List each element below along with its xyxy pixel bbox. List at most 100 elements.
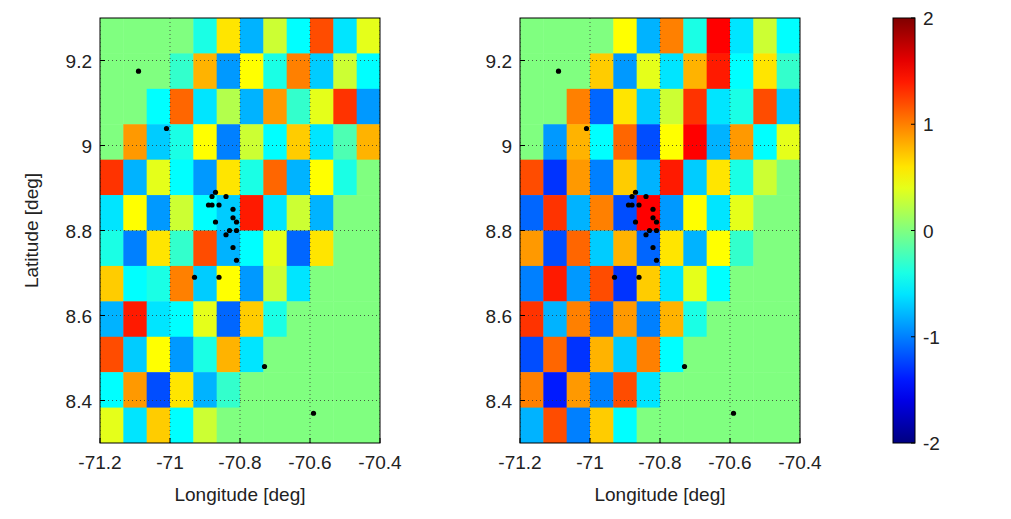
heat-cell: [613, 89, 637, 125]
tick-mark: [100, 145, 105, 146]
heat-cell: [730, 372, 754, 408]
tick-mark: [911, 124, 915, 125]
tick-mark: [520, 145, 525, 146]
heat-cell: [660, 160, 684, 196]
heat-cell: [730, 337, 754, 373]
heat-cell: [333, 408, 357, 443]
tick-mark: [100, 315, 105, 316]
heat-cell: [730, 408, 754, 443]
axis-title: Latitude [deg]: [21, 173, 42, 288]
heat-cell: [357, 124, 380, 160]
heat-cell: [357, 160, 380, 196]
heat-cell: [590, 160, 614, 196]
heat-cell: [193, 372, 217, 408]
heat-cell: [543, 18, 567, 54]
grid-line: [520, 145, 800, 146]
heat-cell: [100, 53, 124, 89]
tick-mark: [520, 438, 521, 443]
station-point: [209, 194, 214, 199]
heat-cell: [193, 89, 217, 125]
heat-cell: [730, 53, 754, 89]
heat-cell: [567, 160, 591, 196]
heat-cell: [240, 18, 264, 54]
heat-cell: [520, 18, 544, 54]
heat-cell: [287, 89, 311, 125]
grid-line: [100, 145, 380, 146]
grid-line: [520, 60, 800, 61]
heat-cell: [683, 160, 707, 196]
heat-cell: [287, 124, 311, 160]
heat-cell: [520, 124, 544, 160]
heat-cell: [730, 266, 754, 302]
heat-cell: [777, 18, 800, 54]
heat-cell: [543, 124, 567, 160]
heat-cell: [357, 231, 380, 267]
plot-frame: [100, 18, 380, 443]
tick-label: 2: [923, 8, 934, 29]
heat-cell: [310, 408, 334, 443]
heat-cell: [310, 124, 334, 160]
heat-cell: [543, 372, 567, 408]
heat-cell: [240, 266, 264, 302]
heat-cell: [310, 372, 334, 408]
tick-mark: [310, 438, 311, 443]
heat-cell: [707, 301, 731, 337]
heat-cell: [217, 160, 241, 196]
heat-cell: [240, 408, 264, 443]
heat-cell: [543, 408, 567, 443]
heat-cell: [217, 231, 241, 267]
heat-cell: [287, 195, 311, 231]
grid-line: [520, 315, 800, 316]
heat-cell: [310, 160, 334, 196]
tick-label: 8.4: [66, 391, 93, 412]
heat-cell: [170, 266, 194, 302]
heat-cell: [543, 337, 567, 373]
heat-cell: [543, 266, 567, 302]
station-point: [650, 215, 655, 220]
heat-cell: [613, 301, 637, 337]
tick-mark: [800, 438, 801, 443]
heat-cell: [333, 337, 357, 373]
heat-cell: [637, 195, 661, 231]
heat-cell: [170, 124, 194, 160]
tick-mark: [520, 315, 525, 316]
station-point: [633, 190, 638, 195]
tick-label: -70.8: [218, 452, 261, 473]
heat-cell: [147, 301, 171, 337]
heat-cell: [753, 195, 777, 231]
heat-cell: [637, 372, 661, 408]
heat-cell: [357, 337, 380, 373]
heat-cell: [310, 337, 334, 373]
heat-cell: [100, 337, 124, 373]
station-point: [654, 258, 659, 263]
heat-cell: [287, 53, 311, 89]
station-point: [216, 202, 221, 207]
heat-cell: [170, 337, 194, 373]
tick-label: -70.4: [358, 452, 402, 473]
heat-cell: [147, 408, 171, 443]
heat-cell: [520, 53, 544, 89]
heat-cell: [590, 408, 614, 443]
heat-cell: [333, 160, 357, 196]
heat-cell: [240, 89, 264, 125]
heat-cell: [310, 301, 334, 337]
grid-line: [520, 400, 800, 401]
heat-cell: [263, 231, 287, 267]
plot-frame: [520, 18, 800, 443]
heat-cell: [147, 124, 171, 160]
heat-cell: [613, 124, 637, 160]
heat-cell: [263, 301, 287, 337]
heat-cell: [333, 89, 357, 125]
tick-mark: [240, 438, 241, 443]
heat-cell: [123, 408, 147, 443]
heat-cell: [613, 195, 637, 231]
tick-mark: [911, 443, 915, 444]
heat-cell: [520, 160, 544, 196]
heat-cell: [357, 266, 380, 302]
heat-cell: [753, 124, 777, 160]
heat-cell: [263, 372, 287, 408]
heat-cell: [707, 372, 731, 408]
heat-cell: [753, 266, 777, 302]
heat-cell: [263, 53, 287, 89]
heat-cell: [777, 89, 800, 125]
